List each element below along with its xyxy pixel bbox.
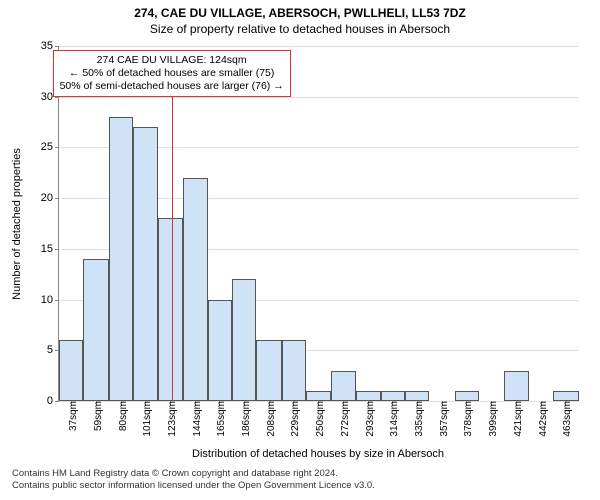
- histogram-bar: [331, 371, 357, 401]
- histogram-bar: [158, 218, 184, 401]
- marker-callout: 274 CAE DU VILLAGE: 124sqm ← 50% of deta…: [53, 50, 291, 97]
- y-tick-label: 10: [41, 294, 59, 306]
- histogram-bar: [553, 391, 579, 401]
- gridline: [59, 46, 579, 47]
- x-tick-label: 208sqm: [266, 401, 277, 437]
- chart-container: 274, CAE DU VILLAGE, ABERSOCH, PWLLHELI,…: [0, 0, 600, 500]
- y-axis-label-wrap: Number of detached properties: [10, 46, 24, 401]
- y-tick-label: 20: [41, 192, 59, 204]
- histogram-bar: [83, 259, 109, 401]
- x-axis-label: Distribution of detached houses by size …: [58, 448, 578, 460]
- x-tick-label: 399sqm: [488, 401, 499, 437]
- y-tick-label: 15: [41, 243, 59, 255]
- callout-line-3: 50% of semi-detached houses are larger (…: [60, 80, 284, 93]
- histogram-bar: [232, 279, 256, 401]
- x-tick-label: 186sqm: [241, 401, 252, 437]
- histogram-bar: [208, 300, 232, 401]
- histogram-bar: [306, 391, 330, 401]
- callout-line-1: 274 CAE DU VILLAGE: 124sqm: [60, 54, 284, 67]
- x-tick-label: 293sqm: [365, 401, 376, 437]
- x-tick-label: 442sqm: [538, 401, 549, 437]
- x-tick-label: 229sqm: [290, 401, 301, 437]
- chart-title-main: 274, CAE DU VILLAGE, ABERSOCH, PWLLHELI,…: [0, 0, 600, 20]
- footer-line-2: Contains public sector information licen…: [12, 480, 588, 492]
- histogram-bar: [109, 117, 133, 401]
- x-tick-label: 378sqm: [463, 401, 474, 437]
- y-tick-label: 5: [47, 344, 59, 356]
- histogram-bar: [356, 391, 380, 401]
- histogram-bar: [405, 391, 429, 401]
- x-tick-label: 101sqm: [142, 401, 153, 437]
- x-tick-label: 59sqm: [93, 401, 104, 431]
- x-tick-label: 37sqm: [68, 401, 79, 431]
- x-tick-label: 421sqm: [513, 401, 524, 437]
- x-tick-label: 463sqm: [562, 401, 573, 437]
- chart-footer: Contains HM Land Registry data © Crown c…: [12, 468, 588, 492]
- histogram-bar: [183, 178, 207, 401]
- callout-line-2: ← 50% of detached houses are smaller (75…: [60, 67, 284, 80]
- histogram-bar: [282, 340, 306, 401]
- y-axis-label: Number of detached properties: [11, 148, 23, 300]
- y-tick-label: 0: [47, 395, 59, 407]
- x-tick-label: 165sqm: [216, 401, 227, 437]
- x-tick-label: 250sqm: [315, 401, 326, 437]
- histogram-bar: [59, 340, 83, 401]
- footer-line-1: Contains HM Land Registry data © Crown c…: [12, 468, 588, 480]
- x-tick-label: 272sqm: [340, 401, 351, 437]
- histogram-bar: [504, 371, 530, 401]
- y-tick-label: 25: [41, 141, 59, 153]
- x-tick-label: 357sqm: [439, 401, 450, 437]
- histogram-bar: [133, 127, 157, 401]
- x-tick-label: 335sqm: [414, 401, 425, 437]
- plot-area: 274 CAE DU VILLAGE: 124sqm ← 50% of deta…: [58, 46, 579, 402]
- histogram-bar: [256, 340, 282, 401]
- marker-line: [172, 97, 173, 401]
- x-tick-label: 80sqm: [118, 401, 129, 431]
- x-tick-label: 314sqm: [389, 401, 400, 437]
- chart-title-sub: Size of property relative to detached ho…: [0, 20, 600, 36]
- histogram-bar: [455, 391, 479, 401]
- x-tick-label: 123sqm: [167, 401, 178, 437]
- histogram-bar: [381, 391, 405, 401]
- x-tick-label: 144sqm: [192, 401, 203, 437]
